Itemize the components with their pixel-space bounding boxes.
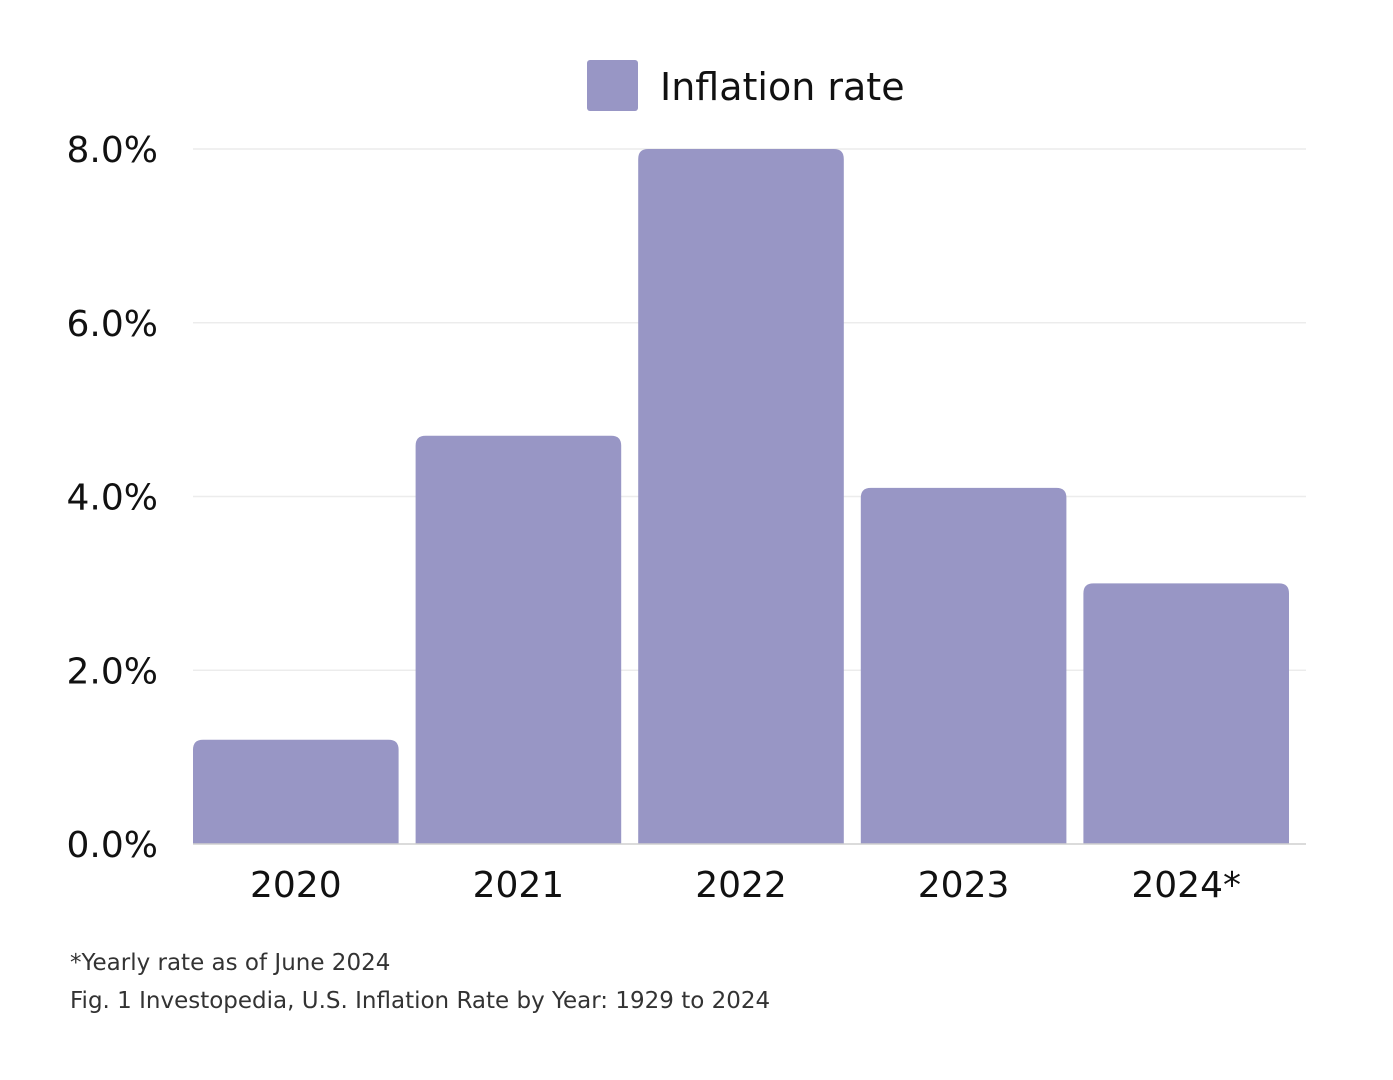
y-tick-label: 2.0% [67,651,158,692]
y-tick-label: 8.0% [67,130,158,171]
x-tick-label: 2024* [1131,865,1241,906]
bar-2022 [638,149,844,844]
legend-label: Inflation rate [660,65,905,109]
footnote: *Yearly rate as of June 2024 [70,950,391,976]
x-tick-label: 2021 [473,865,565,906]
source-caption: Fig. 1 Investopedia, U.S. Inflation Rate… [70,988,771,1014]
legend-swatch [587,60,638,111]
chart-notes: *Yearly rate as of June 2024 Fig. 1 Inve… [70,944,770,1020]
bar-2020 [193,739,399,844]
x-tick-label: 2020 [250,865,342,906]
bar-2024 [1083,583,1289,844]
y-axis-ticks: 0.0% 2.0% 4.0% 6.0% 8.0% [67,130,158,866]
x-tick-label: 2022 [695,865,787,906]
y-tick-label: 0.0% [67,825,158,866]
legend: Inflation rate [587,60,905,111]
y-tick-label: 6.0% [67,304,158,345]
bar-2023 [860,487,1067,844]
y-tick-label: 4.0% [67,478,158,519]
bar-2021 [415,435,622,844]
x-tick-label: 2023 [918,865,1010,906]
bars [193,149,1289,844]
x-axis-ticks: 2020 2021 2022 2023 2024* [250,865,1241,906]
